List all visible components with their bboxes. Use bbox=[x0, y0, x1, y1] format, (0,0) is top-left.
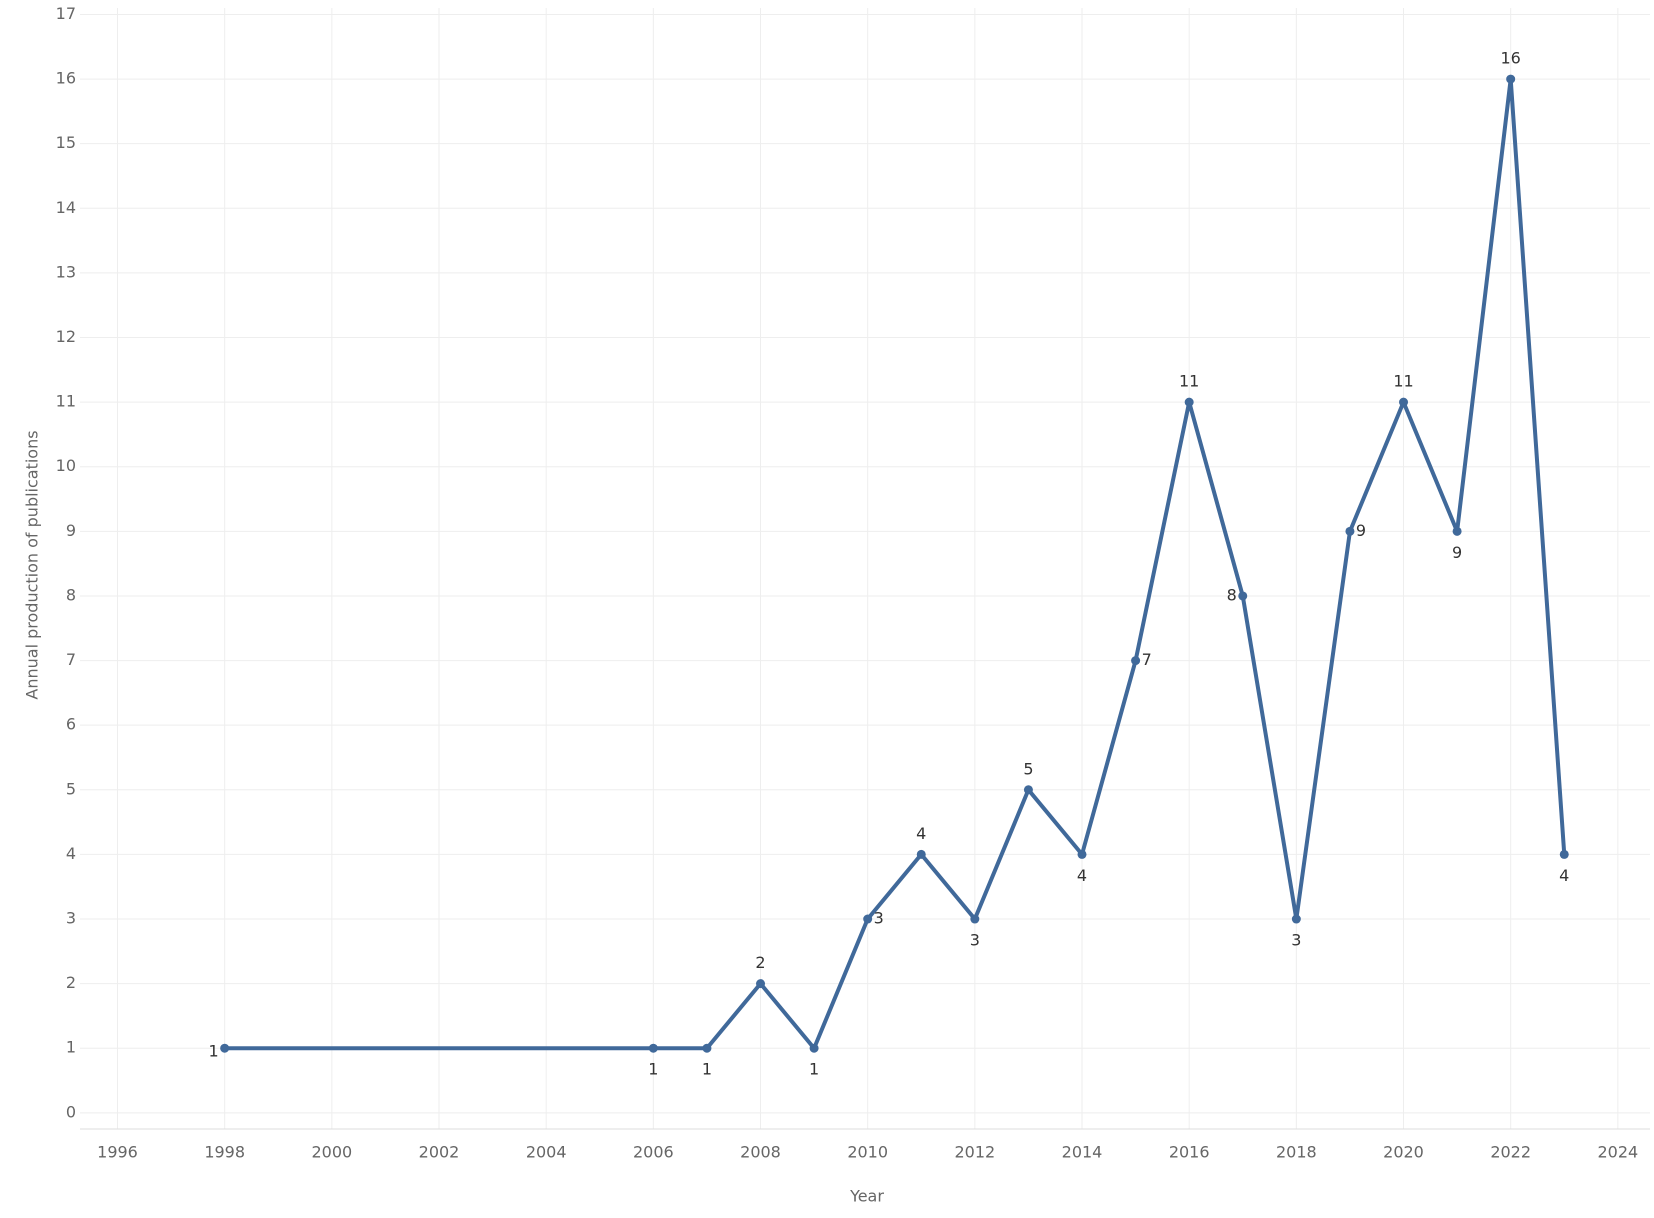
data-point bbox=[756, 979, 766, 989]
data-point bbox=[1452, 526, 1462, 536]
data-label: 1 bbox=[208, 1042, 218, 1061]
data-point bbox=[702, 1043, 712, 1053]
y-tick-label: 10 bbox=[56, 456, 76, 475]
data-point bbox=[648, 1043, 658, 1053]
x-tick-label: 1998 bbox=[204, 1143, 245, 1162]
data-label: 1 bbox=[648, 1060, 658, 1079]
data-label: 4 bbox=[1077, 866, 1087, 885]
x-tick-label: 2024 bbox=[1597, 1143, 1638, 1162]
data-point bbox=[1131, 656, 1141, 666]
x-tick-label: 2010 bbox=[847, 1143, 888, 1162]
data-point bbox=[1345, 526, 1355, 536]
x-tick-label: 2004 bbox=[526, 1143, 567, 1162]
y-tick-label: 14 bbox=[56, 198, 76, 217]
data-label: 8 bbox=[1227, 585, 1237, 604]
x-tick-label: 2014 bbox=[1062, 1143, 1103, 1162]
data-point bbox=[809, 1043, 819, 1053]
y-tick-label: 8 bbox=[66, 585, 76, 604]
data-point bbox=[220, 1043, 230, 1053]
x-axis-title: Year bbox=[849, 1187, 884, 1206]
data-label: 3 bbox=[970, 931, 980, 950]
y-tick-label: 0 bbox=[66, 1102, 76, 1121]
data-point bbox=[1559, 849, 1569, 859]
y-tick-label: 16 bbox=[56, 69, 76, 88]
data-point bbox=[1291, 914, 1301, 924]
data-label: 3 bbox=[874, 909, 884, 928]
y-tick-label: 17 bbox=[56, 4, 76, 23]
data-label: 3 bbox=[1291, 931, 1301, 950]
y-tick-label: 3 bbox=[66, 909, 76, 928]
data-point bbox=[970, 914, 980, 924]
y-tick-label: 6 bbox=[66, 715, 76, 734]
y-tick-label: 12 bbox=[56, 327, 76, 346]
data-label: 4 bbox=[1559, 866, 1569, 885]
data-label: 7 bbox=[1142, 650, 1152, 669]
y-tick-label: 1 bbox=[66, 1038, 76, 1057]
x-tick-label: 2006 bbox=[633, 1143, 674, 1162]
x-tick-label: 2016 bbox=[1169, 1143, 1210, 1162]
x-tick-label: 2022 bbox=[1490, 1143, 1531, 1162]
x-tick-label: 2008 bbox=[740, 1143, 781, 1162]
data-point bbox=[1399, 397, 1409, 407]
x-tick-label: 1996 bbox=[97, 1143, 138, 1162]
x-tick-label: 2012 bbox=[954, 1143, 995, 1162]
data-label: 16 bbox=[1501, 49, 1521, 68]
data-point bbox=[1023, 785, 1033, 795]
x-tick-label: 2002 bbox=[419, 1143, 460, 1162]
y-tick-label: 4 bbox=[66, 844, 76, 863]
data-point bbox=[1238, 591, 1248, 601]
data-point bbox=[863, 914, 873, 924]
data-point bbox=[1077, 849, 1087, 859]
data-point bbox=[1506, 74, 1516, 84]
x-tick-label: 2018 bbox=[1276, 1143, 1317, 1162]
y-tick-label: 15 bbox=[56, 133, 76, 152]
data-label: 11 bbox=[1393, 372, 1413, 391]
data-label: 5 bbox=[1023, 759, 1033, 778]
y-tick-label: 9 bbox=[66, 521, 76, 540]
data-point bbox=[1184, 397, 1194, 407]
y-tick-label: 13 bbox=[56, 262, 76, 281]
data-label: 4 bbox=[916, 824, 926, 843]
y-axis-title: Annual production of publications bbox=[23, 430, 42, 699]
x-tick-label: 2020 bbox=[1383, 1143, 1424, 1162]
y-tick-label: 2 bbox=[66, 973, 76, 992]
data-point bbox=[916, 849, 926, 859]
data-label: 2 bbox=[755, 953, 765, 972]
data-label: 11 bbox=[1179, 372, 1199, 391]
y-tick-label: 11 bbox=[56, 392, 76, 411]
data-label: 9 bbox=[1452, 543, 1462, 562]
x-tick-label: 2000 bbox=[311, 1143, 352, 1162]
data-label: 1 bbox=[702, 1060, 712, 1079]
data-label: 9 bbox=[1356, 521, 1366, 540]
y-tick-label: 7 bbox=[66, 650, 76, 669]
y-tick-label: 5 bbox=[66, 779, 76, 798]
data-label: 1 bbox=[809, 1060, 819, 1079]
